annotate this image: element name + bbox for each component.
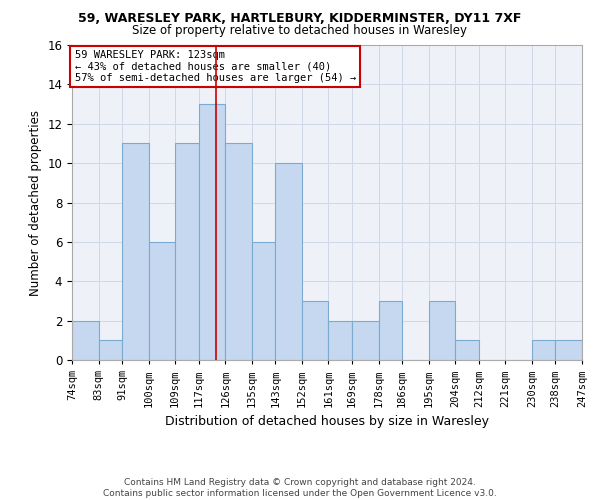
Bar bbox=[275, 163, 302, 360]
Bar bbox=[379, 301, 402, 360]
X-axis label: Distribution of detached houses by size in Waresley: Distribution of detached houses by size … bbox=[165, 415, 489, 428]
Text: 59 WARESLEY PARK: 123sqm
← 43% of detached houses are smaller (40)
57% of semi-d: 59 WARESLEY PARK: 123sqm ← 43% of detach… bbox=[74, 50, 356, 83]
Bar bbox=[302, 301, 328, 360]
Bar bbox=[532, 340, 556, 360]
Bar bbox=[352, 320, 379, 360]
Text: 59, WARESLEY PARK, HARTLEBURY, KIDDERMINSTER, DY11 7XF: 59, WARESLEY PARK, HARTLEBURY, KIDDERMIN… bbox=[79, 12, 521, 26]
Bar bbox=[252, 242, 275, 360]
Bar bbox=[225, 144, 252, 360]
Text: Size of property relative to detached houses in Waresley: Size of property relative to detached ho… bbox=[133, 24, 467, 37]
Bar bbox=[175, 144, 199, 360]
Bar bbox=[98, 340, 122, 360]
Bar bbox=[328, 320, 352, 360]
Bar bbox=[556, 340, 582, 360]
Y-axis label: Number of detached properties: Number of detached properties bbox=[29, 110, 42, 296]
Bar bbox=[149, 242, 175, 360]
Bar bbox=[455, 340, 479, 360]
Bar bbox=[72, 320, 98, 360]
Text: Contains HM Land Registry data © Crown copyright and database right 2024.
Contai: Contains HM Land Registry data © Crown c… bbox=[103, 478, 497, 498]
Bar bbox=[199, 104, 225, 360]
Bar bbox=[429, 301, 455, 360]
Bar bbox=[122, 144, 149, 360]
